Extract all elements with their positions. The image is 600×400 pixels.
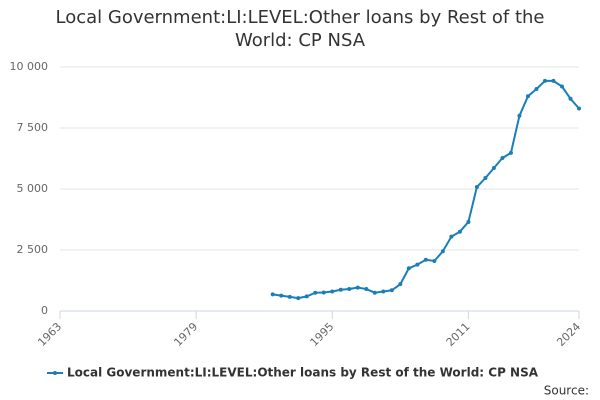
x-tick-label: 1979 xyxy=(171,320,200,349)
data-point xyxy=(542,78,547,83)
data-point xyxy=(304,294,309,299)
data-point xyxy=(398,282,403,287)
source: Source: xyxy=(544,384,589,398)
data-point xyxy=(313,290,318,295)
legend-marker xyxy=(53,371,57,375)
y-tick-label: 2 500 xyxy=(17,243,49,256)
data-point xyxy=(279,293,284,298)
data-point xyxy=(568,96,573,101)
data-point xyxy=(296,296,301,301)
data-point xyxy=(483,176,488,181)
x-tick-label: 2024 xyxy=(554,320,583,349)
data-point xyxy=(577,106,581,111)
data-point xyxy=(474,185,479,190)
data-point xyxy=(457,229,462,234)
y-tick-label: 5 000 xyxy=(17,182,49,195)
x-tick-label: 2011 xyxy=(444,320,473,349)
data-point xyxy=(432,258,437,263)
data-point xyxy=(559,84,564,89)
data-point xyxy=(287,294,292,299)
data-point xyxy=(347,287,352,292)
y-tick-label: 0 xyxy=(41,304,48,317)
data-point xyxy=(381,289,386,294)
data-point xyxy=(270,292,275,297)
data-point xyxy=(491,166,496,171)
data-point xyxy=(551,78,556,83)
data-point xyxy=(389,288,394,293)
data-point xyxy=(525,94,530,99)
data-point xyxy=(423,257,428,262)
data-point xyxy=(517,113,522,118)
chart-title: Local Government:LI:LEVEL:Other loans by… xyxy=(55,7,545,51)
x-tick-label: 1995 xyxy=(308,320,337,349)
data-point xyxy=(364,287,369,292)
data-point xyxy=(449,234,454,239)
data-point xyxy=(330,289,335,294)
data-point xyxy=(406,266,411,271)
data-point xyxy=(440,249,445,254)
data-point xyxy=(355,285,360,290)
data-point xyxy=(508,150,513,155)
x-tick-label: 1963 xyxy=(35,320,64,349)
y-tick-label: 7 500 xyxy=(17,121,49,134)
data-point xyxy=(372,290,377,295)
y-tick-label: 10 000 xyxy=(10,60,49,73)
data-point xyxy=(500,156,505,161)
data-point xyxy=(534,86,539,91)
data-point xyxy=(338,287,343,292)
data-point xyxy=(415,262,420,267)
data-point xyxy=(321,290,326,295)
legend-label: Local Government:LI:LEVEL:Other loans by… xyxy=(67,366,539,380)
data-point xyxy=(466,219,471,224)
